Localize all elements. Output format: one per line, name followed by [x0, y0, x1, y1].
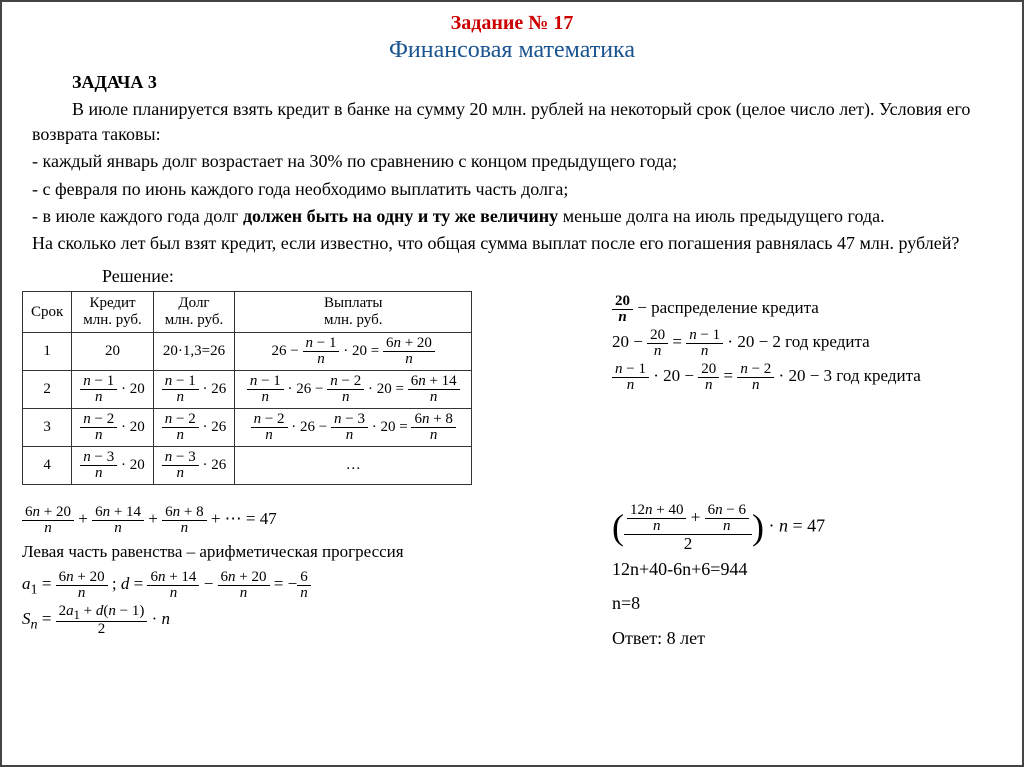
task-number: Задание № 17: [22, 12, 1002, 35]
calc-1: 12n+40-6n+6=944: [612, 552, 1002, 586]
answer: Ответ: 8 лет: [612, 621, 1002, 655]
table-row: 1 20 20·1,3=26 26 − n − 1n · 20 = 6n + 2…: [23, 333, 472, 371]
a1-d: a1 = 6n + 20n ; d = 6n + 14n − 6n + 20n …: [22, 568, 582, 603]
solution-table: Срок Кредитмлн. руб. Долгмлн. руб. Выпла…: [22, 291, 472, 485]
calc-2: n=8: [612, 586, 1002, 620]
bullet-2: - с февраля по июнь каждого года необход…: [32, 177, 992, 202]
bottom-section: 6n + 20n + 6n + 14n + 6n + 8n + ⋯ = 47 Л…: [22, 503, 1002, 655]
th-payment: Выплатымлн. руб.: [235, 292, 472, 333]
solution-label: Решение:: [102, 266, 1002, 287]
page: Задание № 17 Финансовая математика ЗАДАЧ…: [0, 0, 1024, 767]
bullet-1: - каждый январь долг возрастает на 30% п…: [32, 149, 992, 174]
sn-formula: Sn = 2a1 + d(n − 1)2 · n: [22, 603, 582, 638]
bottom-right: (12n + 40n + 6n − 6n2) · n = 47 12n+40-6…: [612, 503, 1002, 655]
big-equation: (12n + 40n + 6n − 6n2) · n = 47: [612, 503, 1002, 552]
right-column: 20n − распределение кредита 20 − 20n = n…: [612, 291, 1002, 393]
th-credit: Кредитмлн. руб.: [72, 292, 153, 333]
table-row: 2 n − 1n · 20 n − 1n · 26 n − 1n · 26 − …: [23, 371, 472, 409]
table-row: 3 n − 2n · 20 n − 2n · 26 n − 2n · 26 − …: [23, 409, 472, 447]
problem-text: В июле планируется взять кредит в банке …: [32, 97, 992, 256]
arith-label: Левая часть равенства – арифметическая п…: [22, 536, 582, 568]
th-term: Срок: [23, 292, 72, 333]
bullet-3: - в июле каждого года долг должен быть н…: [32, 204, 992, 229]
table-header-row: Срок Кредитмлн. руб. Долгмлн. руб. Выпла…: [23, 292, 472, 333]
problem-label: ЗАДАЧА 3: [72, 72, 1002, 93]
para-1: В июле планируется взять кредит в банке …: [32, 97, 992, 147]
table-row: 4 n − 3n · 20 n − 3n · 26 …: [23, 447, 472, 485]
note-1: 20n − распределение кредита: [612, 291, 1002, 325]
th-debt: Долгмлн. руб.: [153, 292, 234, 333]
solution-columns: Срок Кредитмлн. руб. Долгмлн. руб. Выпла…: [22, 291, 1002, 485]
note-3: n − 1n · 20 − 20n = n − 2n · 20 − 3 год …: [612, 359, 1002, 393]
left-column: Срок Кредитмлн. руб. Долгмлн. руб. Выпла…: [22, 291, 582, 485]
task-title: Финансовая математика: [22, 37, 1002, 64]
para-2: На сколько лет был взят кредит, если изв…: [32, 231, 992, 256]
bottom-left: 6n + 20n + 6n + 14n + 6n + 8n + ⋯ = 47 Л…: [22, 503, 582, 655]
sum-equation: 6n + 20n + 6n + 14n + 6n + 8n + ⋯ = 47: [22, 503, 582, 536]
note-2: 20 − 20n = n − 1n · 20 − 2 год кредита: [612, 325, 1002, 359]
